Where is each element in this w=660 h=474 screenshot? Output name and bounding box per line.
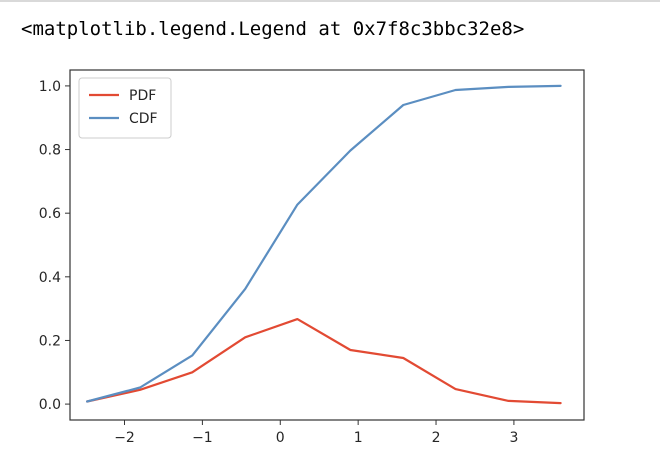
x-tick-label: −2 [114, 430, 135, 446]
y-tick-label: 0.2 [39, 333, 61, 349]
x-tick-label: 1 [354, 430, 363, 446]
legend-box [78, 77, 172, 139]
y-tick-label: 0.0 [39, 397, 61, 413]
x-tick-label: −1 [192, 430, 213, 446]
y-tick-label: 0.8 [39, 143, 61, 159]
legend: PDF CDF [78, 77, 172, 139]
x-tick-label: 3 [509, 430, 518, 446]
series-line-pdf [85, 318, 562, 405]
x-tick-label: 2 [432, 430, 441, 446]
series-lines [85, 84, 562, 405]
x-axis: −2 −1 0 1 2 3 [114, 420, 518, 446]
output-repr-text: <matplotlib.legend.Legend at 0x7f8c3bbc3… [21, 18, 525, 40]
y-tick-label: 0.6 [39, 206, 61, 222]
legend-label-cdf: CDF [129, 111, 158, 127]
output-divider [0, 0, 660, 2]
series-line-cdf [85, 84, 562, 403]
x-tick-label: 0 [276, 430, 285, 446]
y-axis: 0.0 0.2 0.4 0.6 0.8 1.0 [39, 79, 70, 413]
legend-label-pdf: PDF [129, 88, 156, 104]
y-tick-label: 0.4 [39, 270, 61, 286]
y-tick-label: 1.0 [39, 79, 61, 95]
